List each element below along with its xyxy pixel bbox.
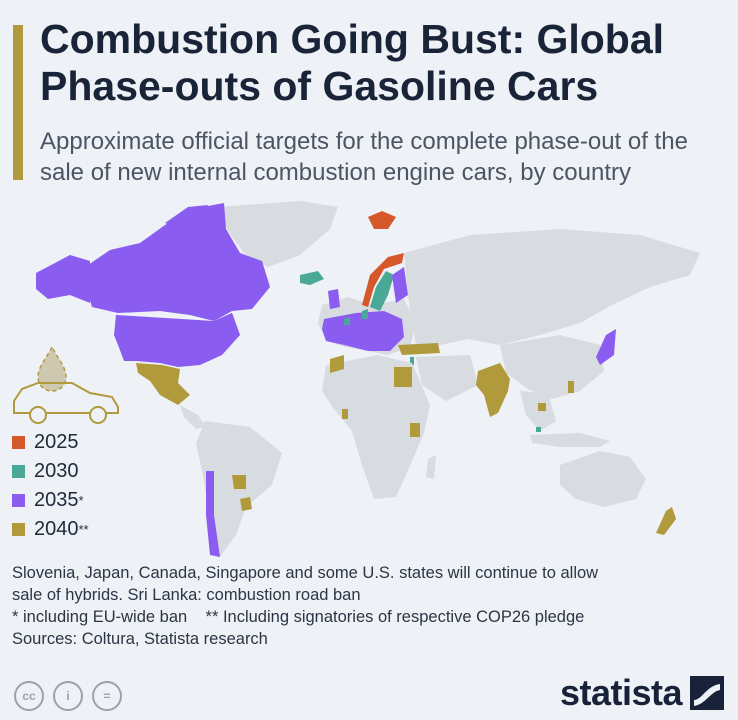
statista-brand[interactable]: statista: [560, 672, 724, 714]
map-region-india: [476, 363, 510, 417]
map-region-russia-asia: [404, 229, 700, 345]
page-title: Combustion Going Bust: Global Phase-outs…: [40, 16, 665, 109]
legend-label: 2040: [34, 518, 79, 540]
legend-item-2040: 2040 **: [12, 515, 89, 544]
map-region-alaska: [36, 255, 90, 303]
map-region-cambodia: [538, 403, 546, 411]
map-region-norway: [362, 253, 404, 307]
map-region-ghana: [342, 409, 348, 419]
map-region-mexico: [136, 363, 190, 405]
statista-logo-icon: [690, 676, 724, 710]
license-icons: cc i =: [14, 681, 122, 711]
brand-name: statista: [559, 672, 683, 713]
map-region-middle-east: [416, 355, 478, 401]
map-region-paraguay: [232, 475, 246, 489]
legend-swatch-2030: [12, 465, 25, 478]
map-region-uruguay: [240, 497, 252, 511]
map-region-svalbard: [368, 211, 396, 229]
sources-line: Sources: Coltura, Statista research: [12, 630, 268, 648]
map-region-indonesia: [530, 433, 610, 447]
map-region-philippines: [568, 381, 574, 393]
legend-swatch-2035: [12, 494, 25, 507]
map-region-madagascar: [426, 455, 436, 479]
note-line: Slovenia, Japan, Canada, Singapore and s…: [12, 564, 599, 582]
map-region-singapore: [536, 427, 541, 432]
map-region-denmark: [362, 309, 368, 319]
map-region-eu: [322, 311, 404, 351]
legend-label: 2030: [34, 460, 79, 482]
car-with-droplet-icon: [13, 345, 119, 424]
map-region-central-america: [180, 405, 206, 429]
map-region-uk: [328, 289, 340, 309]
legend-item-2030: 2030: [12, 457, 89, 486]
nd-icon[interactable]: =: [92, 681, 122, 711]
legend-item-2025: 2025: [12, 428, 89, 457]
chart-notes: Slovenia, Japan, Canada, Singapore and s…: [12, 562, 727, 650]
by-icon[interactable]: i: [53, 681, 83, 711]
map-region-canada-islands: [165, 205, 208, 229]
legend-label: 2035: [34, 489, 79, 511]
map-region-greenland: [218, 201, 338, 267]
legend-item-2035: 2035 *: [12, 486, 89, 515]
map-region-finland: [392, 267, 408, 303]
legend: 2025 2030 2035 * 2040 **: [12, 428, 89, 544]
map-region-sweden: [370, 271, 394, 311]
page-subtitle: Approximate official targets for the com…: [40, 128, 688, 186]
legend-label: 2025: [34, 431, 79, 453]
map-region-us-west-states: [116, 315, 136, 361]
world-map: [36, 201, 700, 557]
map-region-japan: [596, 329, 616, 365]
map-region-egypt: [394, 367, 412, 387]
map-region-australia: [560, 451, 646, 507]
map-region-canada: [86, 203, 270, 321]
map-region-chile: [206, 471, 220, 557]
map-region-turkey: [398, 343, 440, 355]
map-region-kenya: [410, 423, 420, 437]
map-region-usa: [114, 313, 240, 367]
map-region-morocco: [330, 355, 344, 373]
legend-swatch-2025: [12, 436, 25, 449]
map-region-new-zealand: [656, 507, 676, 535]
note-line: sale of hybrids. Sri Lanka: combustion r…: [12, 586, 361, 604]
map-region-china: [500, 335, 604, 399]
map-region-netherlands: [344, 317, 350, 325]
map-region-africa: [322, 355, 430, 499]
cc-icon[interactable]: cc: [14, 681, 44, 711]
legend-swatch-2040: [12, 523, 25, 536]
map-region-iceland: [300, 271, 324, 285]
map-region-us-east-states: [214, 313, 240, 345]
accent-bar: [13, 25, 23, 180]
footnote-line: * including EU-wide ban ** Including sig…: [12, 608, 585, 626]
